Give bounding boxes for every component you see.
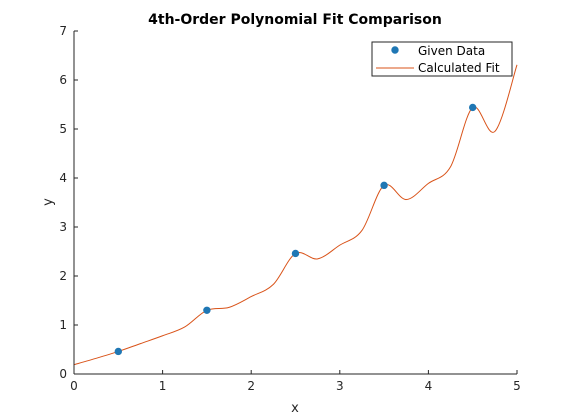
x-tick-label: 3 — [336, 379, 344, 393]
x-tick-label: 5 — [513, 379, 521, 393]
data-point-given-data — [203, 306, 211, 314]
y-axis-ticks: 0 1 2 3 4 5 6 7 — [59, 24, 78, 381]
legend-label-given-data: Given Data — [418, 44, 485, 58]
y-tick-label: 6 — [59, 73, 67, 87]
x-tick-label: 2 — [247, 379, 255, 393]
data-point-given-data — [469, 103, 477, 112]
y-tick-label: 1 — [59, 318, 67, 332]
x-axis-label: x — [291, 401, 299, 416]
y-tick-label: 3 — [59, 220, 67, 234]
plot-area — [74, 31, 517, 374]
x-tick-label: 0 — [70, 379, 78, 393]
y-tick-label: 2 — [59, 269, 67, 283]
x-axis-ticks: 0 1 2 3 4 5 — [70, 370, 521, 393]
y-axis-label: y — [41, 198, 56, 206]
data-point-given-data — [380, 181, 388, 190]
legend-label-calculated-fit: Calculated Fit — [418, 61, 500, 75]
data-point-given-data — [291, 249, 300, 258]
y-tick-label: 7 — [59, 24, 67, 38]
data-marker-layer — [114, 103, 477, 356]
y-tick-label: 4 — [59, 171, 67, 185]
chart-title: 4th-Order Polynomial Fit Comparison — [148, 12, 442, 28]
x-tick-label: 1 — [159, 379, 167, 393]
legend-marker-given-data — [391, 46, 399, 54]
x-tick-label: 4 — [425, 379, 433, 393]
data-point-given-data — [114, 347, 123, 356]
y-tick-label: 0 — [59, 367, 67, 381]
y-tick-label: 5 — [59, 122, 67, 136]
legend: Given Data Calculated Fit — [371, 41, 513, 77]
